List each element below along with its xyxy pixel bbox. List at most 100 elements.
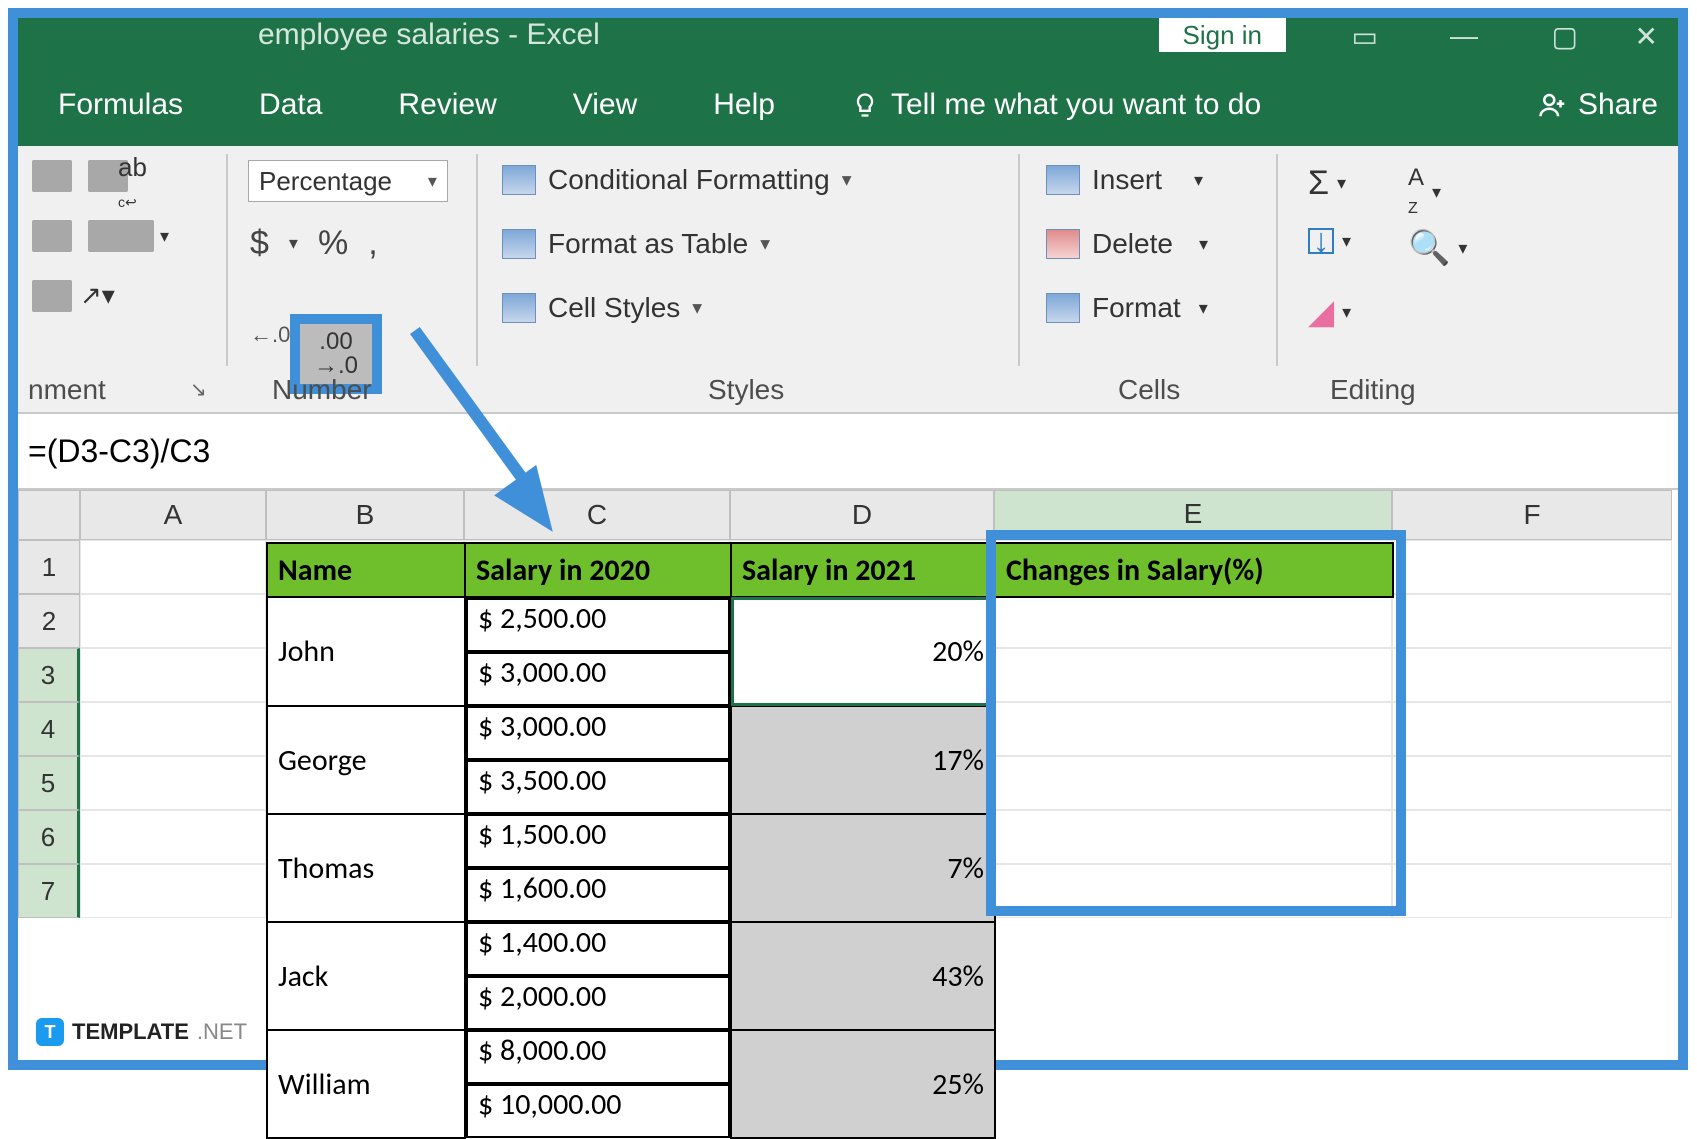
td-name[interactable]: William bbox=[267, 1030, 465, 1138]
row-header[interactable]: 4 bbox=[18, 702, 80, 756]
autosum-button[interactable]: Σ▾ bbox=[1308, 164, 1346, 203]
select-all-corner[interactable] bbox=[18, 490, 80, 540]
delete-button[interactable]: Delete ▾ bbox=[1046, 228, 1208, 260]
find-icon: 🔍 bbox=[1408, 228, 1450, 268]
td-name[interactable]: Jack bbox=[267, 922, 465, 1030]
alignment-dialog-launcher-icon[interactable]: ↘ bbox=[190, 377, 207, 402]
group-separator bbox=[1276, 154, 1278, 366]
merge-center-button[interactable]: ▾ bbox=[118, 220, 169, 252]
format-button[interactable]: Format ▾ bbox=[1046, 292, 1208, 324]
increase-decimal-hint[interactable]: ←.0 bbox=[250, 322, 290, 348]
align-icon[interactable] bbox=[32, 160, 72, 192]
td-2020[interactable]: $ 3,000.00 bbox=[466, 706, 730, 760]
row-header[interactable]: 3 bbox=[18, 648, 80, 702]
cell[interactable] bbox=[1392, 702, 1672, 756]
conditional-formatting-button[interactable]: Conditional Formatting bbox=[502, 164, 852, 196]
td-pct[interactable]: 7% bbox=[731, 814, 995, 922]
row-header[interactable]: 1 bbox=[18, 540, 80, 594]
wrap-text-label[interactable]: abc↩ bbox=[118, 152, 147, 214]
th-2020[interactable]: Salary in 2020 bbox=[465, 543, 731, 597]
number-format-dropdown[interactable]: Percentage bbox=[248, 160, 448, 202]
cell[interactable] bbox=[1392, 810, 1672, 864]
td-2020[interactable]: $ 8,000.00 bbox=[466, 1030, 730, 1084]
column-header-b[interactable]: B bbox=[266, 490, 464, 540]
cell[interactable] bbox=[80, 540, 266, 594]
formula-bar[interactable]: =(D3-C3)/C3 bbox=[18, 414, 1678, 490]
row-header[interactable]: 5 bbox=[18, 756, 80, 810]
td-pct[interactable]: 43% bbox=[731, 922, 995, 1030]
ribbon-display-options-icon[interactable]: ▭ bbox=[1352, 20, 1378, 53]
tab-review[interactable]: Review bbox=[398, 88, 496, 122]
td-pct[interactable]: 17% bbox=[731, 706, 995, 814]
find-select-button[interactable]: 🔍▾ bbox=[1408, 228, 1467, 268]
td-name[interactable]: George bbox=[267, 706, 465, 814]
tab-data[interactable]: Data bbox=[259, 88, 322, 122]
align-mid-group[interactable] bbox=[28, 220, 132, 259]
th-2021[interactable]: Salary in 2021 bbox=[731, 543, 995, 597]
orientation-button[interactable]: ↗▾ bbox=[80, 280, 115, 311]
cell[interactable] bbox=[1392, 594, 1672, 648]
cell[interactable] bbox=[1392, 540, 1672, 594]
td-pct-active[interactable]: 20% bbox=[731, 597, 995, 706]
td-2021[interactable]: $ 3,500.00 bbox=[466, 760, 730, 814]
tell-me-search[interactable]: Tell me what you want to do bbox=[851, 88, 1261, 122]
align-low-group[interactable] bbox=[28, 280, 76, 319]
sort-filter-button[interactable]: AZ▾ bbox=[1408, 164, 1441, 220]
cell[interactable] bbox=[80, 864, 266, 918]
table-row: George $ 3,000.00 $ 3,500.00 17% bbox=[267, 706, 1393, 814]
percent-style-button[interactable]: % bbox=[318, 224, 348, 263]
td-2020[interactable]: $ 1,400.00 bbox=[466, 922, 730, 976]
column-header-d[interactable]: D bbox=[730, 490, 994, 540]
td-2021[interactable]: $ 10,000.00 bbox=[466, 1084, 730, 1138]
tab-view[interactable]: View bbox=[573, 88, 637, 122]
cell[interactable] bbox=[80, 594, 266, 648]
close-icon[interactable]: ✕ bbox=[1635, 20, 1658, 53]
cell-styles-button[interactable]: Cell Styles bbox=[502, 292, 702, 324]
cell[interactable] bbox=[80, 810, 266, 864]
format-icon bbox=[1046, 293, 1080, 323]
cell[interactable] bbox=[1392, 756, 1672, 810]
cell[interactable] bbox=[80, 756, 266, 810]
clear-button[interactable]: ◢▾ bbox=[1308, 292, 1351, 332]
minimize-icon[interactable]: — bbox=[1450, 20, 1478, 52]
maximize-icon[interactable]: ▢ bbox=[1552, 20, 1578, 53]
cell[interactable] bbox=[1392, 648, 1672, 702]
td-2021[interactable]: $ 1,600.00 bbox=[466, 868, 730, 922]
cell[interactable] bbox=[1392, 864, 1672, 918]
column-header-a[interactable]: A bbox=[80, 490, 266, 540]
cell[interactable] bbox=[80, 648, 266, 702]
align-icon[interactable] bbox=[32, 220, 72, 252]
row-header[interactable]: 6 bbox=[18, 810, 80, 864]
td-2021[interactable]: $ 2,000.00 bbox=[466, 976, 730, 1030]
th-pct[interactable]: Changes in Salary(%) bbox=[995, 543, 1393, 597]
tab-help[interactable]: Help bbox=[713, 88, 775, 122]
format-as-table-icon bbox=[502, 229, 536, 259]
comma-style-button[interactable]: , bbox=[368, 224, 377, 263]
watermark-brand: TEMPLATE bbox=[72, 1019, 189, 1045]
td-2021[interactable]: $ 3,000.00 bbox=[466, 652, 730, 706]
td-name[interactable]: Thomas bbox=[267, 814, 465, 922]
format-as-table-button[interactable]: Format as Table bbox=[502, 228, 770, 260]
column-header-e[interactable]: E bbox=[994, 490, 1392, 540]
td-2020[interactable]: $ 2,500.00 bbox=[466, 598, 730, 652]
document-title: employee salaries - Excel bbox=[258, 18, 600, 52]
td-2020[interactable]: $ 1,500.00 bbox=[466, 814, 730, 868]
td-pct[interactable]: 25% bbox=[731, 1030, 995, 1138]
accounting-format-button[interactable]: $ bbox=[250, 224, 269, 263]
sign-in-button[interactable]: Sign in bbox=[1159, 18, 1287, 52]
indent-icon[interactable] bbox=[32, 280, 72, 312]
tab-formulas[interactable]: Formulas bbox=[58, 88, 183, 122]
align-top-group[interactable] bbox=[28, 160, 132, 199]
eraser-icon: ◢ bbox=[1308, 292, 1334, 332]
ribbon-tabs: Formulas Data Review View Help Tell me w… bbox=[18, 64, 1678, 146]
share-button[interactable]: Share bbox=[1538, 88, 1658, 122]
th-name[interactable]: Name bbox=[267, 543, 465, 597]
td-name[interactable]: John bbox=[267, 597, 465, 706]
insert-button[interactable]: Insert ▾ bbox=[1046, 164, 1203, 196]
fill-button[interactable]: ↓▾ bbox=[1308, 228, 1351, 254]
row-header[interactable]: 7 bbox=[18, 864, 80, 918]
row-header[interactable]: 2 bbox=[18, 594, 80, 648]
cell[interactable] bbox=[80, 702, 266, 756]
column-header-f[interactable]: F bbox=[1392, 490, 1672, 540]
formula-text: =(D3-C3)/C3 bbox=[28, 433, 210, 470]
